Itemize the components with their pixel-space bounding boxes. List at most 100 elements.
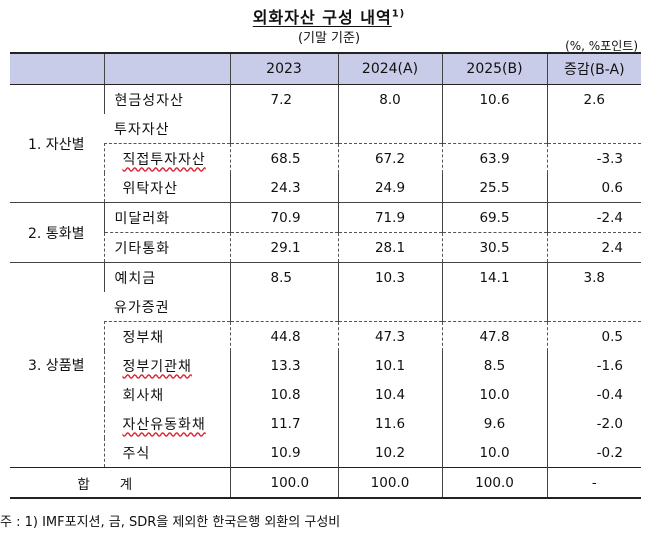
cell-2023 [229,292,338,322]
row-label: 자산유동화채 [103,409,230,438]
cell-diff: -3.3 [546,143,641,173]
cell-2024: 10.3 [337,262,442,292]
cell-2023: 10.9 [229,438,338,468]
title-text: 외화자산 구성 내역 [252,8,392,27]
header-category [10,52,104,85]
table-row: 직접투자자산 68.5 67.2 63.9 -3.3 [10,143,641,173]
row-label-text: 자산유동화채 [122,416,206,433]
row-label: 회사채 [103,380,230,409]
unit-label: (%, %포인트) [565,39,638,53]
asset-composition-table: 2023 2024(A) 2025(B) 증감(B-A) 1. 자산별 현금성자… [10,52,641,499]
total-row: 합계 100.0 100.0 100.0 - [10,467,641,499]
table-row: 위탁자산 24.3 24.9 25.5 0.6 [10,173,641,203]
header-item [103,52,230,85]
cell-2024: 10.2 [337,438,442,468]
cell-2023: 10.8 [229,380,338,409]
cell-2023: 11.7 [229,409,338,438]
cell-diff: 2.6 [546,84,641,114]
cell-2025: 10.0 [441,380,547,409]
cell-2025: 9.6 [441,409,547,438]
table-row: 투자자산 [10,114,641,144]
cell-2025: 69.5 [441,202,547,233]
cell-diff [546,292,641,322]
row-label: 정부채 [103,321,230,351]
cell-2023 [229,114,338,144]
cell-diff: 2.4 [546,232,641,263]
cell-2023: 7.2 [229,84,338,114]
cell-2024: 8.0 [337,84,442,114]
cell-diff: -0.4 [546,380,641,409]
cell-2025: 10.0 [441,438,547,468]
table-row: 3. 상품별 예치금 8.5 10.3 14.1 3.8 [10,262,641,468]
cell-2024: 10.4 [337,380,442,409]
cell-2024: 28.1 [337,232,442,263]
cell-2025: 100.0 [441,467,547,499]
cell-diff: -1.6 [546,351,641,380]
footnote: 주 : 1) IMF포지션, 금, SDR을 제외한 한국은행 외환의 구성비 [0,515,341,530]
cell-2025 [441,292,547,322]
table-title: 외화자산 구성 내역1) [0,4,658,28]
cell-2024: 47.3 [337,321,442,351]
cell-diff: -2.4 [546,202,641,233]
table-row: 주식 10.9 10.2 10.0 -0.2 [10,438,641,468]
cell-2025: 14.1 [441,262,547,292]
table-row: 자산유동화채 11.7 11.6 9.6 -2.0 [10,409,641,438]
row-label: 기타통화 [103,232,230,263]
row-label: 예치금 [103,262,230,292]
cell-2025 [441,114,547,144]
cell-2024: 11.6 [337,409,442,438]
cell-2023: 8.5 [229,262,338,292]
cell-2024 [337,292,442,322]
table-row: 회사채 10.8 10.4 10.0 -0.4 [10,380,641,409]
header-2025: 2025(B) [441,52,547,85]
cell-2023: 70.9 [229,202,338,233]
cell-2024: 71.9 [337,202,442,233]
row-label-text: 직접투자자산 [122,151,206,168]
header-2024: 2024(A) [337,52,442,85]
row-label: 직접투자자산 [103,143,230,173]
table-row: 1. 자산별 현금성자산 7.2 8.0 10.6 2.6 [10,84,641,203]
category-currency: 2. 통화별 [10,202,104,263]
cell-2023: 29.1 [229,232,338,263]
table-row: 정부기관채 13.3 10.1 8.5 -1.6 [10,351,641,380]
cell-2024: 24.9 [337,173,442,203]
cell-2023: 44.8 [229,321,338,351]
row-label-text: 정부기관채 [122,358,192,375]
cell-diff: 0.6 [546,173,641,203]
category-product: 3. 상품별 [10,262,104,468]
cell-2024: 67.2 [337,143,442,173]
cell-2024 [337,114,442,144]
cell-2024: 100.0 [337,467,442,499]
cell-2025: 10.6 [441,84,547,114]
cell-diff: -0.2 [546,438,641,468]
cell-2024: 10.1 [337,351,442,380]
cell-2025: 47.8 [441,321,547,351]
total-label: 합계 [10,467,230,499]
cell-diff: -2.0 [546,409,641,438]
row-label: 주식 [103,438,230,468]
cell-2023: 100.0 [229,467,338,499]
cell-2023: 24.3 [229,173,338,203]
table-subtitle: (기말 기준) [297,31,361,46]
table-row: 유가증권 [10,292,641,322]
row-label: 정부기관채 [103,351,230,380]
row-label: 위탁자산 [103,173,230,203]
table-row: 기타통화 29.1 28.1 30.5 2.4 [10,232,641,263]
cell-2023: 13.3 [229,351,338,380]
header-diff: 증감(B-A) [546,52,641,85]
table-row: 정부채 44.8 47.3 47.8 0.5 [10,321,641,351]
title-footnote-mark: 1) [391,8,406,20]
cell-2025: 63.9 [441,143,547,173]
cell-diff: - [546,467,641,499]
cell-2023: 68.5 [229,143,338,173]
cell-diff [546,114,641,144]
header-row: 2023 2024(A) 2025(B) 증감(B-A) [10,52,641,85]
category-asset: 1. 자산별 [10,84,104,203]
cell-2025: 25.5 [441,173,547,203]
row-label: 미달러화 [103,202,230,233]
row-label: 유가증권 [114,299,170,316]
cell-diff: 3.8 [546,262,641,292]
cell-diff: 0.5 [546,321,641,351]
table-row: 2. 통화별 미달러화 70.9 71.9 69.5 -2.4 [10,202,641,263]
header-2023: 2023 [229,52,338,85]
